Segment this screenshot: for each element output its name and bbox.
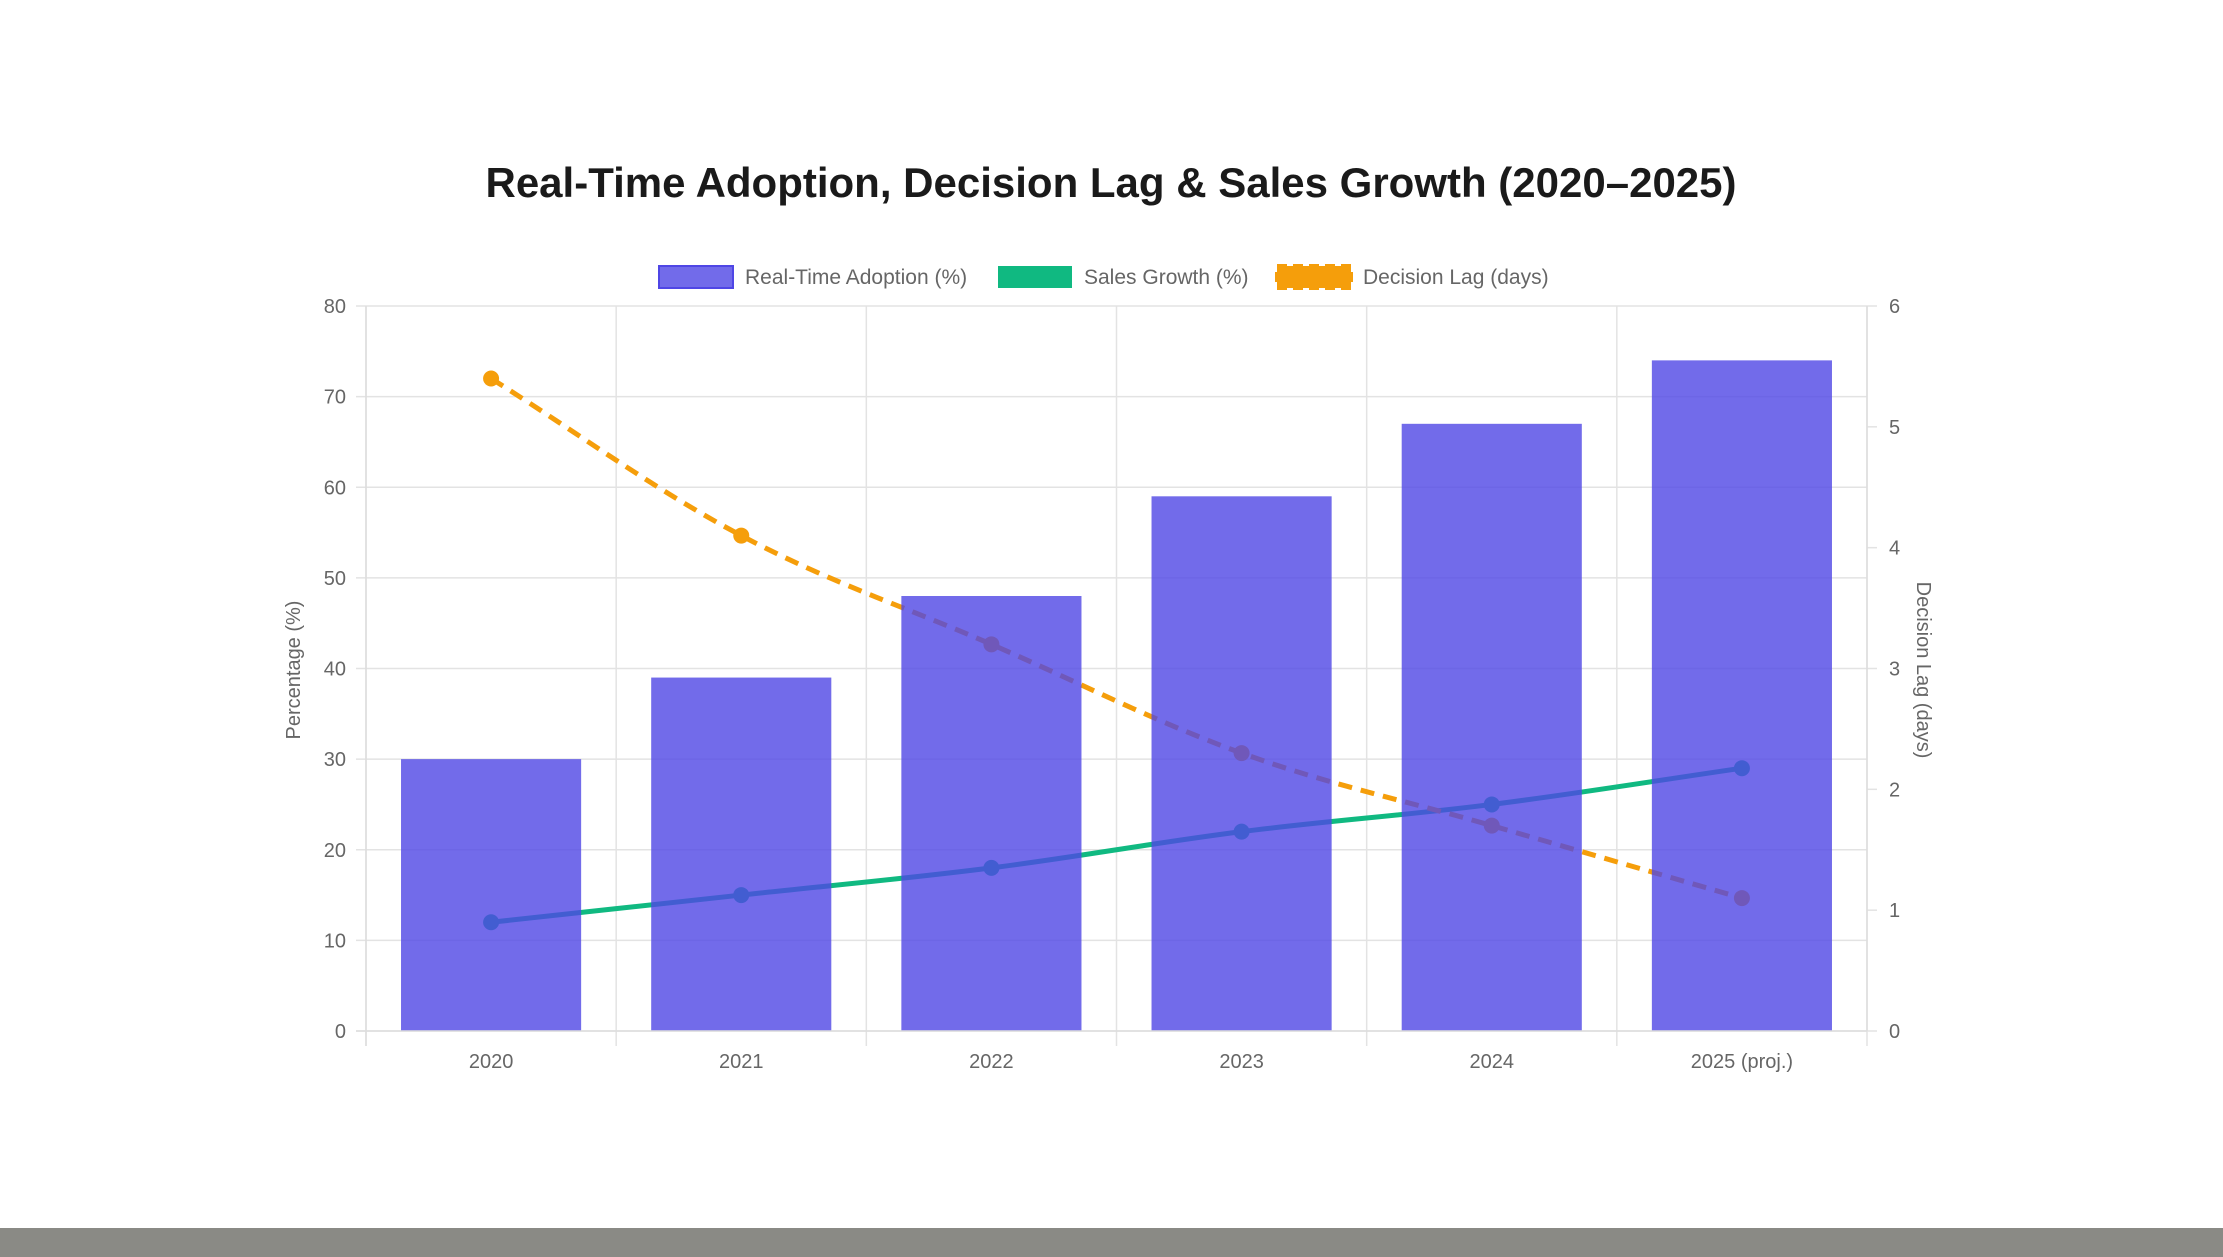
x-tick-label: 2021 (719, 1051, 764, 1073)
legend-swatch (658, 265, 734, 289)
grid (356, 305, 1877, 1046)
legend-label: Real-Time Adoption (%) (745, 266, 967, 289)
bar (1401, 423, 1582, 1031)
chart-title: Real-Time Adoption, Decision Lag & Sales… (485, 159, 1736, 206)
bar (1651, 360, 1832, 1031)
y2-tick-label: 0 (1889, 1021, 1900, 1043)
legend-label: Sales Growth (%) (1084, 266, 1249, 289)
footer-bar (0, 1228, 2223, 1257)
data-point (483, 370, 500, 387)
bar-series (401, 360, 1832, 1031)
y-tick-label: 40 (324, 659, 346, 681)
bar (1151, 496, 1332, 1031)
data-point (733, 527, 750, 544)
y2-tick-label: 3 (1889, 659, 1900, 681)
y2-axis-label: Decision Lag (days) (1912, 582, 1934, 759)
bar (401, 759, 582, 1031)
y-tick-label: 30 (324, 749, 346, 771)
x-tick-label: 2022 (969, 1051, 1014, 1073)
bar (651, 677, 832, 1031)
y2-tick-label: 5 (1889, 417, 1900, 439)
x-tick-label: 2020 (469, 1051, 514, 1073)
bar (901, 596, 1082, 1031)
y2-tick-label: 1 (1889, 900, 1900, 922)
legend-label: Decision Lag (days) (1363, 266, 1549, 289)
x-tick-label: 2025 (proj.) (1691, 1051, 1793, 1073)
y-tick-label: 70 (324, 387, 346, 409)
y2-tick-label: 2 (1889, 779, 1900, 801)
y-tick-label: 20 (324, 840, 346, 862)
y-tick-label: 50 (324, 568, 346, 590)
legend-swatch (1275, 264, 1353, 290)
x-tick-label: 2023 (1219, 1051, 1264, 1073)
legend: Real-Time Adoption (%) Sales Growth (%) De… (658, 264, 1549, 290)
y2-tick-label: 6 (1889, 296, 1900, 318)
x-tick-label: 2024 (1470, 1051, 1515, 1073)
y-axis-label: Percentage (%) (283, 601, 305, 740)
y-tick-label: 60 (324, 477, 346, 499)
axes: 0 10 20 30 40 50 60 70 80 0 1 2 3 4 5 6 2020 2021 2022 2023… (324, 296, 1900, 1073)
y-tick-label: 0 (335, 1021, 346, 1043)
y-tick-label: 80 (324, 296, 346, 318)
legend-swatch (998, 266, 1072, 288)
y2-tick-label: 4 (1889, 538, 1900, 560)
y-tick-label: 10 (324, 930, 346, 952)
